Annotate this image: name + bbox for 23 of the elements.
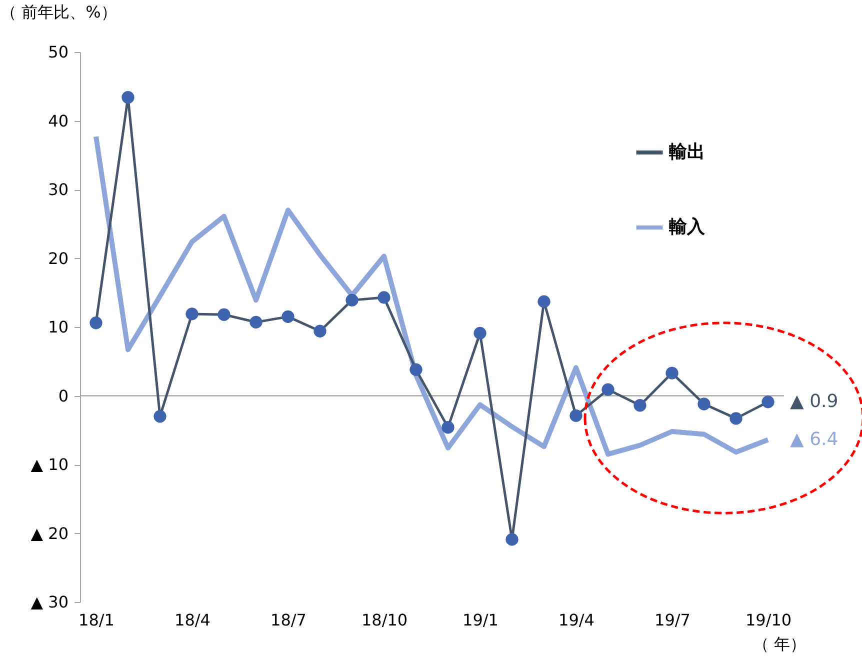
- y-tick-label: 30: [48, 180, 68, 199]
- x-tick-label: 19/1: [462, 610, 498, 630]
- y-tick-label: ▲ 10: [30, 455, 68, 474]
- y-tick-label: ▲ 20: [30, 524, 68, 543]
- legend-label: 輸出: [668, 142, 705, 162]
- legend-label: 輸入: [668, 216, 706, 238]
- annotation: ▲ 6.4: [790, 428, 838, 450]
- x-tick-label: 19/10: [745, 610, 792, 630]
- y-tick-label: 50: [48, 42, 68, 62]
- y-tick-label: 20: [48, 248, 68, 268]
- x-tick-label: 18/4: [174, 610, 210, 630]
- y-tick-label: ▲ 30: [30, 592, 68, 612]
- x-axis-title: （ 年）: [752, 634, 806, 654]
- x-tick-label: 18/1: [78, 610, 114, 630]
- y-tick-label: 0: [58, 386, 68, 406]
- x-tick-label: 18/10: [361, 610, 408, 630]
- x-tick-label: 19/7: [654, 610, 690, 630]
- annotation: ▲ 0.9: [790, 390, 838, 412]
- x-tick-label: 19/4: [558, 610, 594, 630]
- y-tick-label: 40: [48, 111, 68, 130]
- y-axis-title: （ 前年比、%）: [0, 2, 117, 22]
- x-tick-label: 18/7: [270, 610, 306, 630]
- y-tick-label: 10: [48, 318, 68, 336]
